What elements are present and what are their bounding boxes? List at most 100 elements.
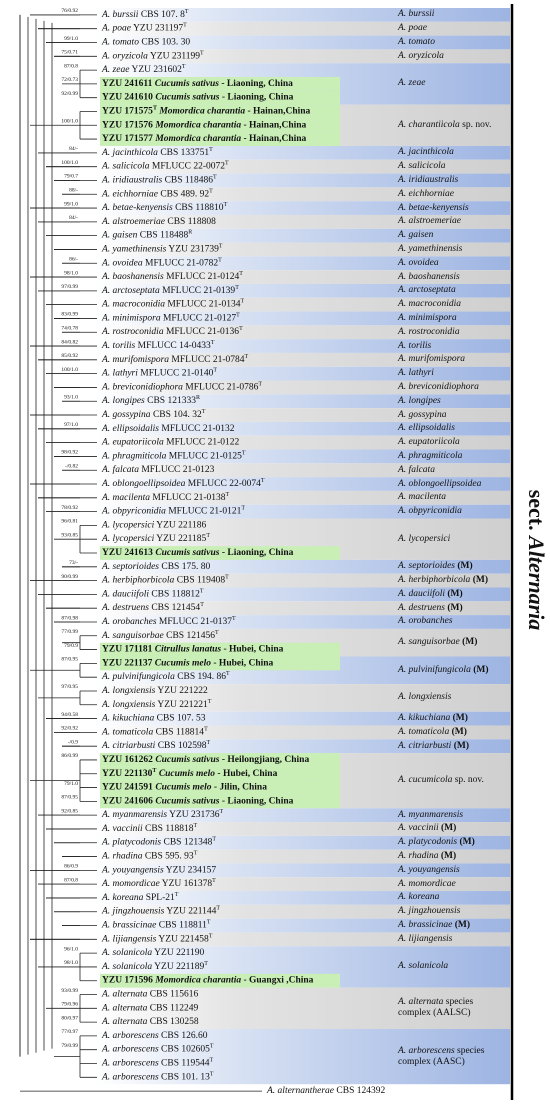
- new-isolate-box: [100, 753, 340, 767]
- type-mark: T: [213, 175, 217, 181]
- type-mark: R: [188, 230, 192, 236]
- tip-species: A. tomato: [101, 38, 139, 48]
- new-isolate-box: [100, 132, 340, 146]
- tip-species: A. gaisen: [101, 231, 138, 241]
- tip-species: A. tomaticola: [101, 728, 153, 738]
- clade-label: A. breviconidiophora: [398, 382, 508, 393]
- new-isolate-box: [100, 794, 340, 809]
- tip-species: A. solanicola: [101, 948, 152, 958]
- clade-label: A. lathyri: [398, 368, 508, 379]
- clade-band: [95, 394, 510, 409]
- support-value: 97/1.0: [64, 422, 78, 428]
- clade-note: (M): [454, 920, 471, 931]
- clade-name: A. breviconidiophora: [398, 381, 479, 392]
- type-mark: T: [245, 354, 249, 360]
- clade-name: A. betae-kenyensis: [398, 202, 469, 213]
- type-mark: T: [212, 879, 216, 885]
- type-mark: T: [152, 768, 156, 774]
- type-mark: T: [204, 961, 208, 967]
- tip-strain: CBS 101. 13: [161, 1072, 210, 1082]
- type-mark: T: [258, 382, 262, 388]
- clade-band: [95, 477, 510, 491]
- tip-species: A. vaccinii: [101, 824, 143, 834]
- support-value: 79/0.96: [61, 1002, 78, 1008]
- clade-label: A. myanmarensis: [398, 810, 508, 821]
- type-mark: T: [212, 837, 216, 843]
- clade-band: [95, 408, 510, 422]
- tip-host: Momordica charantia: [157, 107, 245, 117]
- clade-band: [95, 380, 510, 395]
- clade-name: A. lijiangensis: [398, 933, 453, 944]
- tip-strain: MFLUCC 21-0137: [159, 617, 232, 627]
- tip-label: A. momordicae YZU 161378T: [101, 879, 216, 890]
- tip-label: A. dauciifoli CBS 118812T: [101, 589, 204, 600]
- new-isolate-box: [100, 642, 340, 657]
- clade-band: [95, 1029, 510, 1085]
- support-value: 100/1.0: [61, 119, 78, 125]
- tip-strain: MFLUCC 21-0125: [169, 452, 242, 462]
- tip-label: A. citriarbusti CBS 102598T: [101, 741, 211, 752]
- support-value: 93/1.0: [64, 394, 78, 400]
- tip-species: A. iridiaustralis: [101, 176, 162, 186]
- tip-species: A. alstroemeriae: [101, 217, 165, 227]
- tip-host: Cucumis sativus: [152, 79, 219, 89]
- tip-host: Cucumis melo: [153, 783, 212, 793]
- clade-name: A. alternata: [398, 997, 444, 1008]
- clade-band: [95, 849, 510, 864]
- clade-name: A. koreana: [398, 892, 440, 903]
- tip-strain: YZU 161378: [162, 879, 213, 889]
- type-mark: T: [216, 906, 220, 912]
- clade-label: A. yamethinensis: [398, 244, 508, 255]
- clade-note: sp. nov.: [462, 119, 492, 130]
- clade-name: A. citriarbusti: [398, 740, 452, 751]
- tip-strain: YZU 221144: [166, 907, 216, 917]
- tip-label: A. longxiensis YZU 221222: [101, 686, 208, 696]
- tip-label: YZU 241591 Cucumis melo - Jilin, China: [102, 783, 267, 793]
- clade-name: A. ellipsoidalis: [398, 423, 455, 434]
- clade-band: [95, 559, 510, 574]
- clade-note: (M): [453, 740, 469, 751]
- tip-species: A. arborescens: [101, 1045, 159, 1055]
- support-value: 74/0.78: [61, 326, 78, 332]
- clade-band: [95, 173, 510, 188]
- clade-label: A. platycodonis (M): [398, 837, 508, 848]
- tip-label: A. torilis MFLUCC 14-0433T: [101, 340, 215, 351]
- clade-name: A. charantiicola: [398, 119, 460, 130]
- clade-name: A. herbiphorbicola: [398, 575, 471, 586]
- clade-note: (M): [457, 561, 473, 572]
- tip-label: A. arborescens CBS 126.60: [101, 1031, 208, 1041]
- tip-species: A. brassicinae: [101, 921, 156, 931]
- support-value: 79/1.0: [64, 781, 78, 787]
- clade-label: A. macilenta: [398, 492, 508, 503]
- tip-strain: CBS 112249: [150, 1004, 199, 1014]
- clade-note: species complex (AASC): [398, 1045, 485, 1067]
- tip-species: A. salicicola: [101, 162, 150, 172]
- tip-strain: YZU 221130: [102, 769, 153, 779]
- support-value: 79/0.99: [61, 1043, 78, 1049]
- tip-species: A. macilenta: [101, 493, 150, 503]
- tip-strain: CBS 121348: [163, 838, 212, 848]
- support-value: 87/0.8: [64, 877, 78, 883]
- support-value: 85/0.92: [61, 353, 78, 359]
- tip-label: A. vaccinii CBS 118818T: [101, 823, 197, 834]
- support-value: 98/1.0: [64, 270, 78, 276]
- clade-label: A. obpyriconidia: [398, 506, 508, 517]
- support-value: 97/0.99: [61, 284, 78, 290]
- clade-band: [95, 228, 510, 243]
- clade-name: A. salicicola: [398, 161, 446, 172]
- clade-label: A. eupatoriicola: [398, 437, 508, 448]
- tip-strain: YZU 231602: [131, 65, 182, 75]
- clade-name: A. arctoseptata: [398, 285, 456, 296]
- tip-label: YZU 171575T Momordica charantia - Hainan…: [102, 106, 311, 117]
- tip-strain: YZU 231199: [150, 51, 200, 61]
- support-value: 96/1.0: [64, 946, 78, 952]
- tip-locality: - Liaoning, China: [219, 548, 293, 558]
- type-mark: T: [194, 851, 198, 857]
- clade-band: [95, 311, 510, 326]
- tip-label: A. alternata CBS 112249: [101, 1004, 198, 1014]
- clade-band: [95, 904, 510, 919]
- tip-species: A. pulvinifungicola: [101, 671, 175, 682]
- clade-name: A. rostroconidia: [398, 326, 460, 337]
- tip-species: A. oblongoellipsoidea: [101, 479, 186, 489]
